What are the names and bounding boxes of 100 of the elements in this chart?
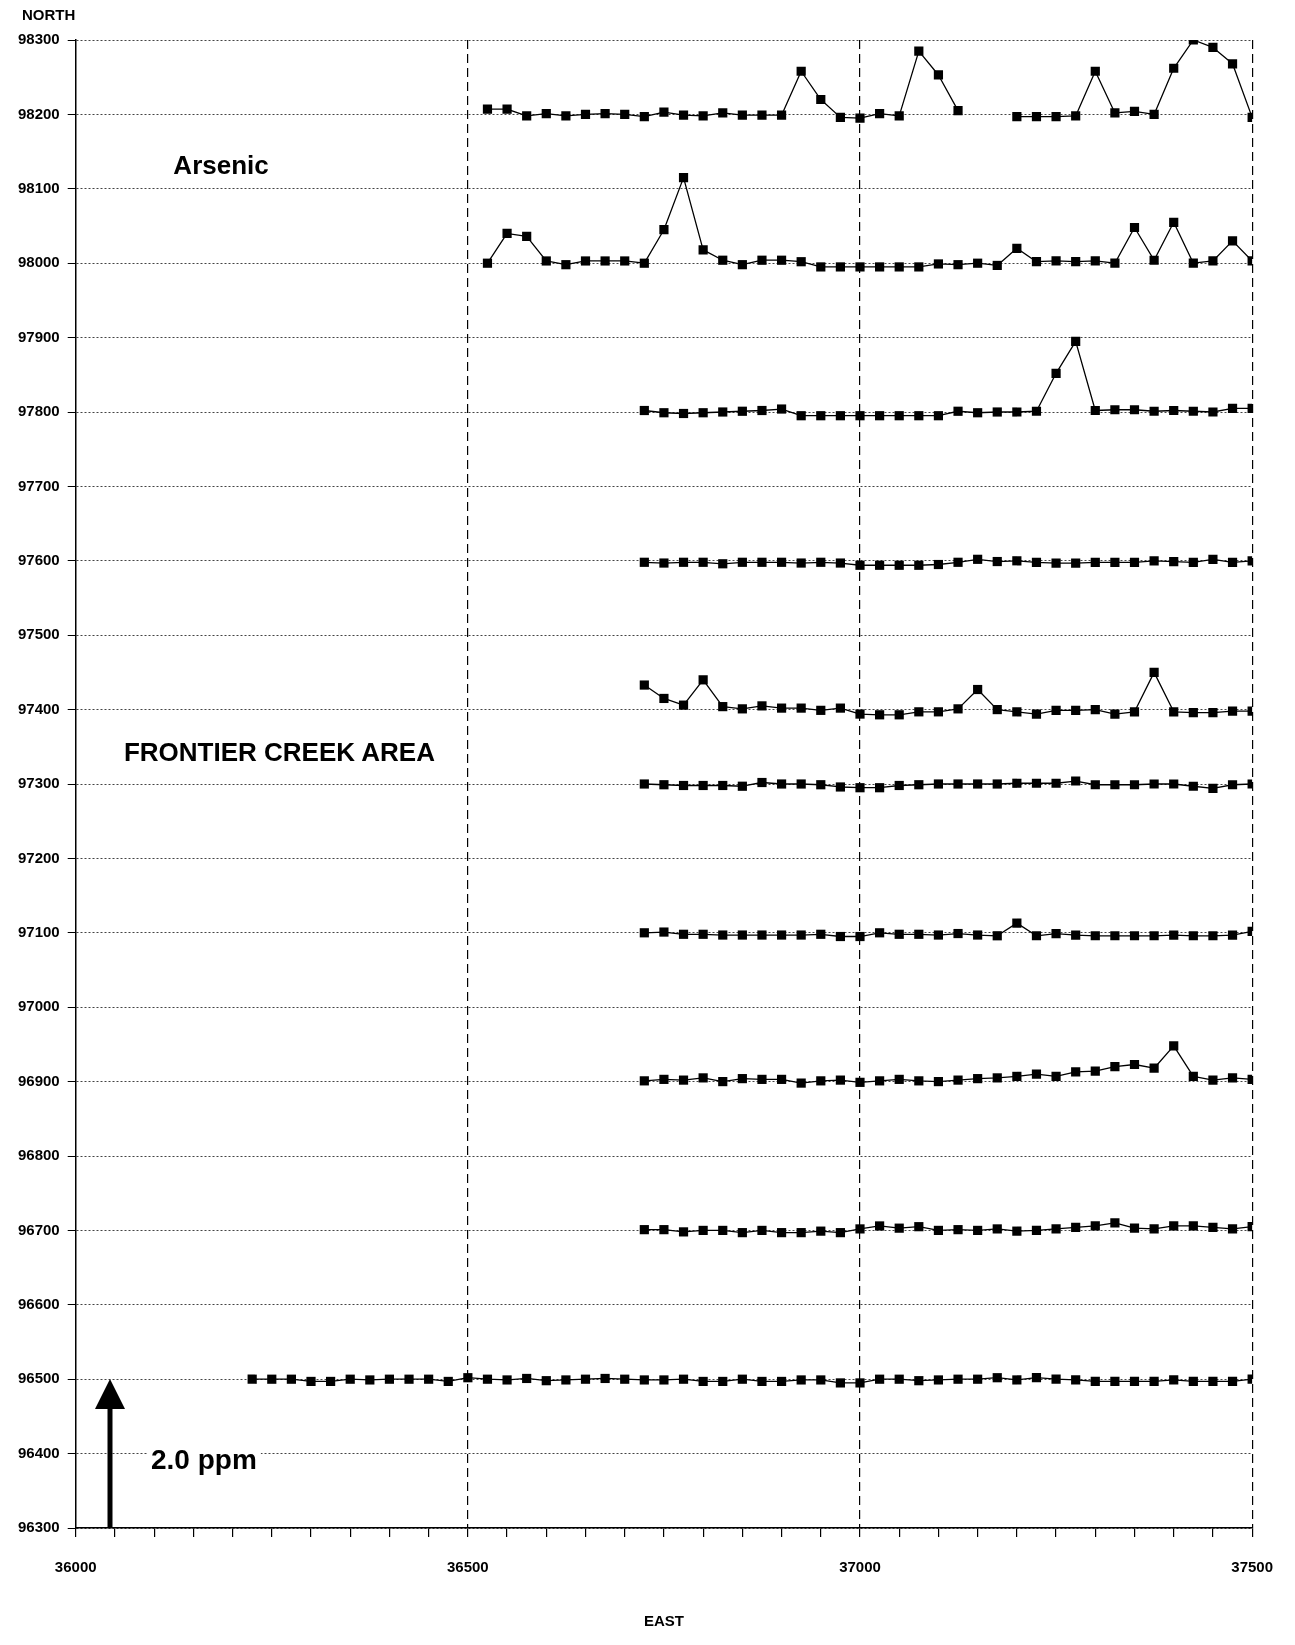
point	[1208, 42, 1218, 53]
y-axis-title: NORTH	[22, 6, 76, 24]
point	[1031, 1373, 1042, 1383]
point	[1188, 781, 1198, 791]
point	[1110, 931, 1120, 941]
point	[737, 704, 747, 714]
point	[659, 927, 669, 937]
point	[816, 929, 826, 939]
point	[1129, 557, 1140, 567]
point	[639, 258, 649, 268]
point	[796, 1375, 806, 1385]
point	[1012, 707, 1022, 717]
point	[737, 781, 747, 791]
point	[875, 560, 885, 570]
point	[1051, 256, 1061, 266]
point	[796, 411, 806, 421]
point	[1149, 255, 1159, 265]
point	[639, 1225, 649, 1235]
point	[992, 1224, 1002, 1234]
y-tick-label: 96700	[17, 1220, 60, 1238]
point	[796, 779, 806, 789]
point	[1031, 709, 1042, 719]
point	[1051, 1374, 1061, 1384]
point	[482, 104, 493, 114]
point	[1149, 1224, 1159, 1234]
point	[757, 1376, 767, 1387]
point	[1227, 403, 1238, 413]
point	[894, 560, 904, 570]
point	[522, 231, 532, 242]
point	[1012, 556, 1022, 566]
point	[698, 111, 708, 121]
point	[933, 70, 944, 80]
point	[306, 1376, 316, 1387]
point	[1208, 1075, 1218, 1085]
point	[1071, 336, 1081, 346]
point	[718, 780, 728, 791]
x-tick-label: 37000	[839, 1558, 881, 1576]
point	[776, 255, 787, 265]
point	[1149, 406, 1159, 416]
point	[247, 1374, 257, 1384]
point	[914, 1076, 924, 1086]
point	[992, 260, 1002, 271]
point	[718, 1225, 728, 1235]
y-tick-label: 96900	[17, 1071, 60, 1089]
point	[1012, 778, 1022, 788]
point	[678, 173, 689, 183]
point	[659, 225, 669, 235]
point	[1227, 1376, 1238, 1387]
point	[1012, 1375, 1022, 1385]
point	[286, 1374, 296, 1384]
point	[1227, 930, 1238, 940]
point	[1090, 1376, 1100, 1387]
point	[737, 110, 747, 120]
point	[914, 560, 924, 570]
point	[482, 1374, 493, 1384]
point	[1129, 1223, 1140, 1233]
point	[835, 411, 845, 421]
point	[953, 1075, 963, 1085]
point	[659, 693, 669, 704]
point	[678, 1075, 689, 1085]
y-tick-label: 96800	[17, 1146, 60, 1164]
point	[835, 1075, 845, 1085]
point	[973, 258, 983, 268]
point	[992, 779, 1002, 789]
point	[1110, 258, 1120, 268]
point	[1051, 112, 1061, 122]
point	[1071, 1222, 1081, 1233]
point	[639, 779, 649, 789]
point	[502, 104, 512, 114]
point	[796, 66, 806, 76]
point	[639, 112, 649, 122]
point	[1129, 780, 1140, 790]
point	[698, 675, 708, 685]
point	[463, 1373, 473, 1383]
y-tick-label: 97000	[17, 997, 60, 1015]
point	[659, 1225, 669, 1235]
y-tick-label: 96400	[17, 1443, 60, 1461]
point	[1149, 1063, 1159, 1073]
point	[776, 110, 787, 120]
point	[718, 255, 728, 265]
point	[1090, 557, 1100, 567]
point	[1208, 931, 1218, 941]
x-tick-label: 36000	[54, 1558, 97, 1576]
point	[855, 1077, 865, 1087]
point	[1208, 554, 1218, 564]
point	[1051, 1224, 1061, 1234]
point	[953, 704, 963, 714]
point	[659, 408, 669, 418]
point	[678, 700, 689, 710]
point	[1031, 931, 1042, 941]
point	[796, 257, 806, 267]
point	[1110, 1376, 1120, 1387]
point	[1031, 406, 1042, 416]
point	[855, 709, 865, 719]
y-tick-label: 98000	[17, 253, 60, 271]
point	[1090, 66, 1100, 76]
point	[1031, 257, 1042, 267]
point	[580, 109, 591, 119]
x-tick-label: 37500	[1231, 1558, 1273, 1576]
point	[620, 256, 630, 266]
